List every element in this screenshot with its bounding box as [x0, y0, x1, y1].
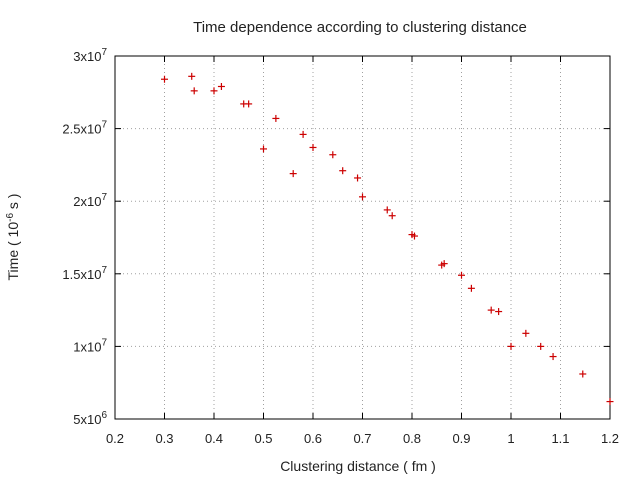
data-point: [579, 370, 587, 378]
data-point: [217, 82, 225, 90]
data-point: [161, 75, 168, 83]
x-tick-label: 0.3: [155, 431, 173, 446]
data-point: [260, 145, 267, 153]
data-point: [410, 232, 418, 240]
data-point: [210, 87, 218, 95]
data-point: [537, 342, 545, 350]
data-point: [190, 87, 198, 95]
y-axis-label: Time ( 10-6 s ): [5, 194, 21, 281]
data-point: [245, 100, 253, 108]
x-axis: 0.2 0.3 0.4 0.5 0.6 0.7 0.8 0.9 1 1.1 1.2: [106, 56, 619, 446]
data-point: [495, 308, 503, 316]
grid: [115, 56, 610, 419]
x-tick-label: 0.2: [106, 431, 124, 446]
data-point: [329, 151, 337, 159]
y-tick-label: 1.5x107: [62, 265, 107, 282]
x-axis-label: Clustering distance ( fm ): [280, 458, 436, 474]
data-point: [309, 143, 317, 151]
data-point: [359, 193, 366, 201]
y-axis-label-prefix: Time ( 10: [5, 222, 21, 281]
data-point: [606, 398, 614, 406]
y-tick-label: 5x106: [73, 410, 107, 427]
data-point: [383, 206, 391, 214]
data-point: [458, 271, 465, 279]
data-points: [161, 72, 614, 406]
x-tick-label: 0.9: [452, 431, 470, 446]
data-point: [339, 167, 347, 175]
y-tick-label: 3x107: [73, 47, 107, 64]
x-tick-label: 1.1: [551, 431, 569, 446]
data-point: [549, 353, 557, 361]
y-axis: 5x106 1x107 1.5x107 2x107 2.5x107 3x107: [62, 47, 610, 427]
x-tick-label: 1: [507, 431, 514, 446]
y-tick-label: 2.5x107: [62, 120, 107, 137]
y-tick-label: 1x107: [73, 337, 107, 354]
data-point: [487, 306, 495, 314]
y-tick-label: 2x107: [73, 192, 107, 209]
x-tick-label: 0.8: [403, 431, 421, 446]
data-point: [522, 329, 530, 337]
data-point: [467, 284, 475, 292]
x-tick-label: 1.2: [601, 431, 619, 446]
data-point: [507, 342, 515, 350]
y-axis-label-suffix: s ): [5, 194, 21, 213]
chart-title: Time dependence according to clustering …: [193, 19, 527, 36]
data-point: [188, 72, 196, 80]
x-tick-label: 0.5: [254, 431, 272, 446]
x-tick-label: 0.4: [205, 431, 223, 446]
x-tick-label: 0.7: [353, 431, 371, 446]
data-point: [299, 130, 307, 138]
data-point: [354, 174, 362, 182]
data-point: [289, 170, 297, 178]
data-point: [272, 114, 280, 122]
y-axis-label-exponent: -6: [5, 213, 16, 222]
data-point: [388, 212, 396, 220]
x-tick-label: 0.6: [304, 431, 322, 446]
data-point: [440, 260, 448, 268]
